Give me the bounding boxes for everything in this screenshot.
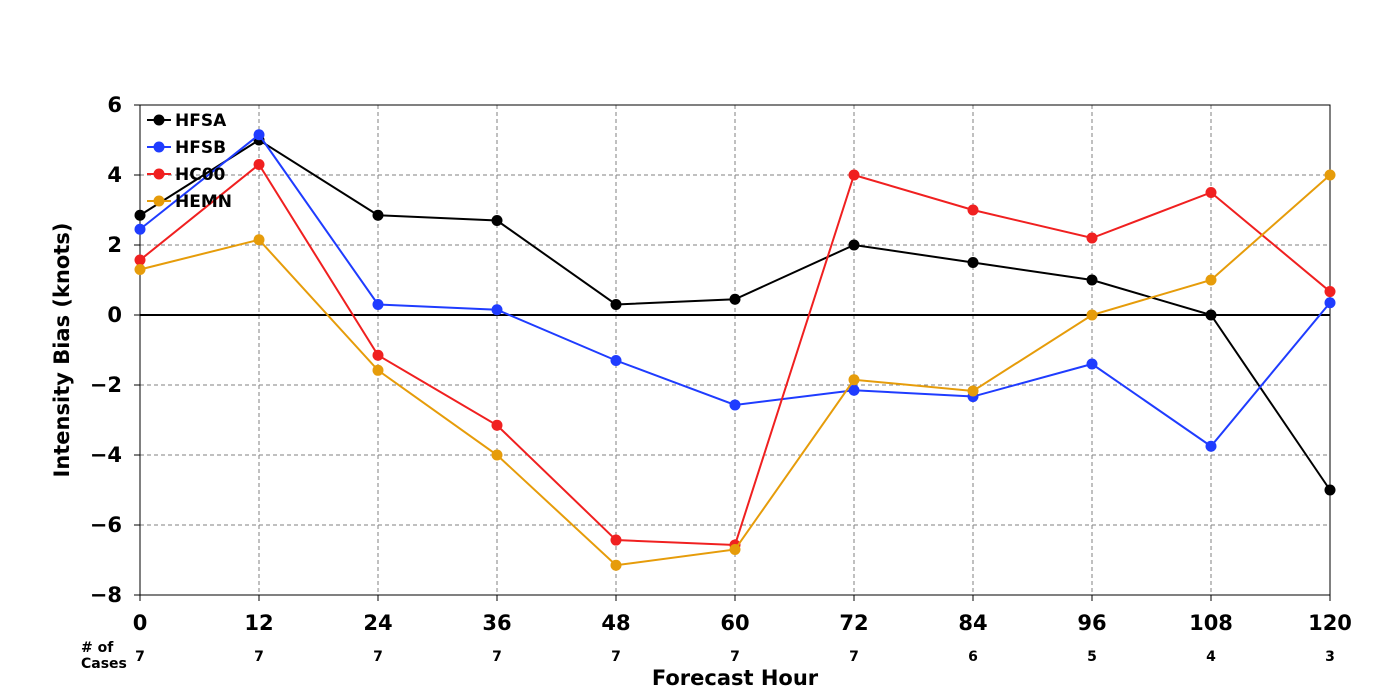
case-count: 4 <box>1206 649 1216 665</box>
series-hemn <box>134 169 1336 571</box>
x-tick-label: 72 <box>839 611 868 635</box>
y-tick-label: −2 <box>90 373 122 397</box>
y-tick-label: −4 <box>90 443 122 467</box>
case-count: 7 <box>849 649 859 665</box>
data-point-hfsb <box>610 355 622 366</box>
data-point-hfsa <box>491 215 503 226</box>
data-point-hc00 <box>372 349 384 361</box>
data-point-hemn <box>372 364 384 376</box>
y-tick-label: −8 <box>90 583 122 607</box>
x-tick-label: 120 <box>1308 611 1352 635</box>
data-point-hemn <box>967 385 979 397</box>
data-point-hfsb <box>253 129 265 141</box>
grid-lines <box>140 105 1330 595</box>
case-count: 6 <box>968 649 978 665</box>
case-count: 7 <box>254 649 264 665</box>
data-point-hemn <box>253 234 265 246</box>
data-point-hfsa <box>610 299 622 310</box>
data-point-hc00 <box>1205 187 1217 198</box>
data-point-hfsb <box>1205 440 1217 452</box>
data-point-hfsb <box>1086 358 1098 370</box>
cases-label-line1: # of <box>81 640 114 656</box>
data-point-hc00 <box>491 419 503 431</box>
x-tick-label: 108 <box>1189 611 1233 635</box>
case-count: 5 <box>1087 649 1097 665</box>
data-point-hemn <box>610 559 622 571</box>
legend-item-hemn: HEMN <box>147 192 232 212</box>
case-count: 7 <box>492 649 502 665</box>
data-point-hfsb <box>372 299 384 310</box>
case-count: 7 <box>373 649 383 665</box>
legend: HFSA HFSB HC00 HEMN <box>147 111 232 212</box>
x-tick-label: 48 <box>601 611 630 635</box>
y-tick-label: 4 <box>107 163 122 187</box>
y-axis-title: Intensity Bias (knots) <box>50 223 74 478</box>
data-point-hfsb <box>729 399 741 411</box>
x-tick-label: 60 <box>720 611 749 635</box>
y-tick-label: 0 <box>107 303 122 327</box>
legend-swatch-marker <box>153 141 165 153</box>
data-point-hc00 <box>967 204 979 216</box>
x-tick-label: 12 <box>244 611 273 635</box>
data-point-hfsb <box>1324 297 1336 309</box>
legend-label: HFSB <box>175 138 226 158</box>
data-point-hc00 <box>253 159 265 170</box>
x-axis-title: Forecast Hour <box>652 666 819 690</box>
legend-swatch-marker <box>153 114 165 126</box>
data-point-hemn <box>491 449 503 461</box>
legend-swatch-marker <box>153 168 165 180</box>
data-point-hemn <box>134 264 146 275</box>
cases-label-line2: Cases <box>81 656 127 672</box>
series-layer <box>134 129 1336 571</box>
data-point-hfsa <box>1086 274 1098 286</box>
x-tick-label: 96 <box>1077 611 1106 635</box>
data-point-hemn <box>1324 169 1336 181</box>
data-point-hc00 <box>1324 286 1336 298</box>
legend-swatch-marker <box>153 195 165 207</box>
x-tick-label: 84 <box>958 611 987 635</box>
data-point-hemn <box>729 544 741 555</box>
case-count: 3 <box>1325 649 1335 665</box>
data-point-hemn <box>1086 309 1098 321</box>
data-point-hfsa <box>1324 484 1336 496</box>
x-tick-label: 0 <box>133 611 148 635</box>
legend-item-hfsb: HFSB <box>147 138 226 158</box>
data-point-hfsa <box>848 239 860 251</box>
data-point-hc00 <box>1086 232 1098 244</box>
data-point-hfsa <box>1205 309 1217 321</box>
y-tick-label: 2 <box>107 233 122 257</box>
cases-row: 7 7 7 7 7 7 7 6 5 4 3 <box>135 649 1335 665</box>
case-count: 7 <box>135 649 145 665</box>
legend-item-hc00: HC00 <box>147 165 226 185</box>
y-tick-label: −6 <box>90 513 122 537</box>
data-point-hemn <box>1205 274 1217 286</box>
series-line-hc00 <box>139 163 1331 546</box>
data-point-hemn <box>848 374 860 386</box>
data-point-hc00 <box>848 169 860 181</box>
legend-label: HC00 <box>175 165 226 185</box>
data-point-hfsa <box>372 209 384 221</box>
data-point-hfsb <box>134 223 146 235</box>
legend-label: HEMN <box>175 192 232 212</box>
data-point-hfsa <box>729 293 741 305</box>
case-count: 7 <box>611 649 621 665</box>
data-point-hfsa <box>134 209 146 221</box>
data-point-hc00 <box>134 254 146 266</box>
legend-item-hfsa: HFSA <box>147 111 227 131</box>
series-hfsb <box>134 129 1336 452</box>
case-count: 7 <box>730 649 740 665</box>
data-point-hfsb <box>491 304 503 316</box>
data-point-hc00 <box>610 534 622 546</box>
x-tick-label: 24 <box>363 611 392 635</box>
legend-label: HFSA <box>175 111 227 131</box>
data-point-hfsa <box>967 257 979 268</box>
y-tick-label: 6 <box>107 93 122 117</box>
x-tick-label: 36 <box>482 611 511 635</box>
data-point-hfsb <box>848 384 860 396</box>
